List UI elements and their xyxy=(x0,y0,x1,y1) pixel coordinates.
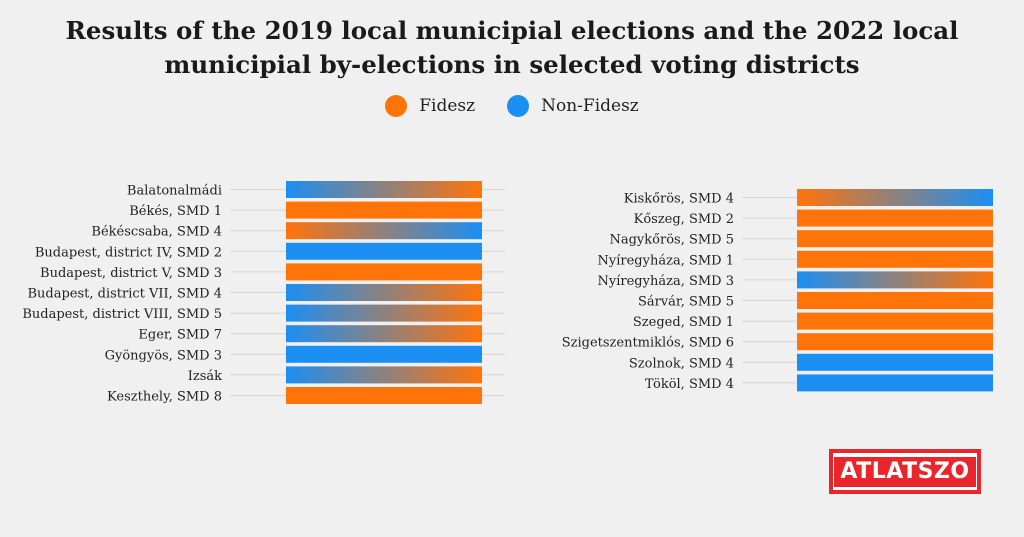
legend-swatch-fidesz xyxy=(385,95,408,117)
category-label: Budapest, district VIII, SMD 5 xyxy=(22,307,222,322)
result-bar xyxy=(286,242,482,260)
result-bar xyxy=(286,222,482,240)
legend-swatch-non-fidesz xyxy=(507,95,530,117)
result-bar xyxy=(286,304,482,322)
category-label: Nyíregyháza, SMD 1 xyxy=(598,253,734,268)
result-bar xyxy=(286,263,482,281)
result-bar xyxy=(286,387,482,404)
result-bar xyxy=(797,333,993,351)
category-label: Szolnok, SMD 4 xyxy=(629,356,734,371)
category-label: Balatonalmádi xyxy=(127,184,222,199)
category-label: Tököl, SMD 4 xyxy=(645,377,734,392)
category-label: Budapest, district IV, SMD 2 xyxy=(35,245,222,260)
category-label: Szigetszentmiklós, SMD 6 xyxy=(562,336,734,351)
result-bar xyxy=(286,181,482,198)
legend-label-fidesz: Fidesz xyxy=(419,96,476,116)
category-label: Sárvár, SMD 5 xyxy=(638,295,734,310)
result-bar xyxy=(797,292,993,309)
result-bar xyxy=(797,230,993,248)
category-label: Nyíregyháza, SMD 3 xyxy=(598,274,734,289)
result-bar xyxy=(797,209,993,227)
category-label: Gyöngyös, SMD 3 xyxy=(105,348,222,363)
result-bar xyxy=(286,325,482,343)
category-label: Izsák xyxy=(188,369,222,384)
category-label: Kőszeg, SMD 2 xyxy=(634,212,734,227)
result-bar xyxy=(797,374,993,392)
chart-title-line-2: municipial by-elections in selected voti… xyxy=(164,50,860,79)
legend-item-fidesz: Fidesz xyxy=(385,95,475,117)
category-label: Keszthely, SMD 8 xyxy=(107,390,222,405)
logo-text: ATLATSZO xyxy=(834,456,976,487)
result-bar xyxy=(286,345,482,363)
category-label: Eger, SMD 7 xyxy=(138,328,222,343)
category-label: Nagykőrös, SMD 5 xyxy=(609,233,734,248)
result-bar xyxy=(286,201,482,219)
category-label: Szeged, SMD 1 xyxy=(633,315,734,330)
category-label: Békés, SMD 1 xyxy=(129,204,222,219)
result-bar xyxy=(286,366,482,384)
category-label: Kiskőrös, SMD 4 xyxy=(624,192,734,207)
category-label: Budapest, district V, SMD 3 xyxy=(40,266,222,281)
category-label: Békéscsaba, SMD 4 xyxy=(91,225,222,240)
result-bar xyxy=(797,250,993,268)
atlatszo-logo: ATLATSZO xyxy=(829,449,981,494)
result-bar xyxy=(286,284,482,301)
left-panel: Balatonalmádi Békés, SMD 1 Békéscsaba, SMD… xyxy=(22,181,505,405)
category-label: Budapest, district VII, SMD 4 xyxy=(27,287,222,302)
result-bar xyxy=(797,271,993,289)
result-bar xyxy=(797,312,993,330)
chart-title-line-1: Results of the 2019 local municipial ele… xyxy=(65,16,959,45)
legend-item-non-fidesz: Non-Fidesz xyxy=(507,95,639,117)
result-bar xyxy=(797,353,993,371)
legend: Fidesz Non-Fidesz xyxy=(0,95,1024,117)
legend-label-non-fidesz: Non-Fidesz xyxy=(541,96,639,116)
result-bar xyxy=(797,189,993,206)
right-panel: Kiskőrös, SMD 4 Kőszeg, SMD 2 Nagykőrös, S… xyxy=(562,189,993,392)
chart-title: Results of the 2019 local municipial ele… xyxy=(0,14,1024,82)
